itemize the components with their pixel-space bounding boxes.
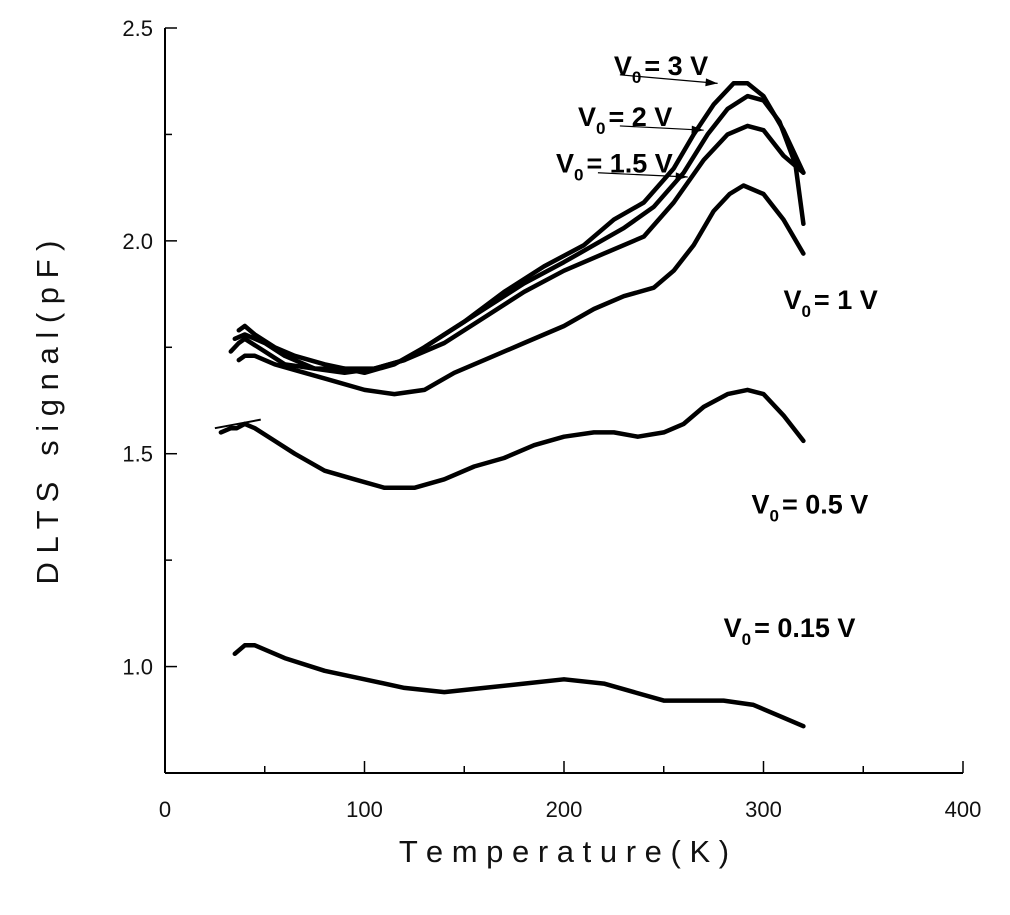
- pointer-arrowhead: [705, 78, 718, 87]
- series-line-V0=3V: [236, 81, 806, 376]
- y-tick-label: 2.5: [122, 16, 153, 41]
- x-axis-title: T e m p e r a t u r e ( K ): [399, 834, 729, 869]
- x-tick-label: 100: [346, 797, 383, 822]
- series-line-V0=0.15V: [232, 643, 806, 729]
- pointer-line: [597, 172, 688, 178]
- pointer-arrowhead: [675, 172, 688, 181]
- x-tick-label: 200: [546, 797, 583, 822]
- y-axis-title: D L T S s i g n a l ( p F ): [30, 241, 65, 585]
- series-label-V0=1V: V0 = 1 V: [783, 285, 877, 321]
- series-label-V0=2V: V0 = 2 V: [578, 102, 672, 138]
- tick-labels: 0 100 200 300 400 1.0 1.5 2.0 2.5: [122, 16, 981, 822]
- y-tick-label: 2.0: [122, 229, 153, 254]
- plot-frame: [164, 28, 963, 774]
- series-line-V0=0.5V: [218, 387, 806, 491]
- y-tick-label: 1.5: [122, 442, 153, 467]
- series-lines: [214, 74, 806, 729]
- pointer-arrowhead: [691, 125, 704, 134]
- series-line-V0=2V: [232, 93, 806, 376]
- series-label-V0=3V: V0 = 3 V: [614, 51, 708, 87]
- series-label-V0=0.15V: V0 = 0.15 V: [724, 613, 856, 649]
- x-tick-label: 300: [745, 797, 782, 822]
- x-tick-label: 0: [159, 797, 171, 822]
- series-label-V0=0.5V: V0 = 0.5 V: [752, 489, 869, 525]
- series-label-V0=1.5V: V0 = 1.5 V: [556, 149, 673, 185]
- series-line-V0=1.5V: [228, 123, 806, 371]
- series-line-V0=1V: [236, 183, 806, 397]
- axis-ticks: [164, 27, 964, 774]
- series-labels: V0 = 3 V V0 = 2 V V0 = 1.5 V V0 = 1 V V0 = 0.5 V V…: [556, 51, 878, 649]
- x-tick-label: 400: [945, 797, 982, 822]
- curve-end-tick: [214, 418, 261, 430]
- pointer-line: [619, 74, 718, 84]
- y-tick-label: 1.0: [122, 655, 153, 680]
- pointer-line: [619, 125, 704, 131]
